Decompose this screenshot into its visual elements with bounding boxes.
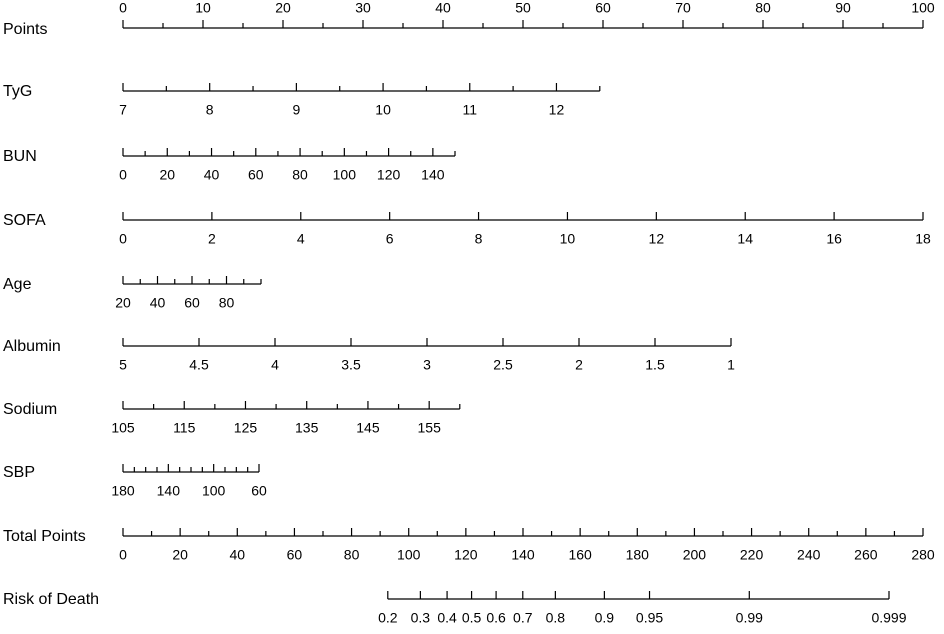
tick-label: 0.9 <box>595 610 615 626</box>
tick-label: 10 <box>375 102 391 118</box>
tick-label: 40 <box>204 167 220 183</box>
tick-label: 100 <box>397 547 421 563</box>
tick-label: 20 <box>275 0 291 16</box>
tick-label: 260 <box>854 547 878 563</box>
tick-label: 155 <box>418 420 442 436</box>
tick-label: 80 <box>219 295 235 311</box>
tick-label: 0.6 <box>486 610 506 626</box>
tick-label: 4 <box>271 357 279 373</box>
tick-label: 60 <box>287 547 303 563</box>
row-name: BUN <box>3 148 37 165</box>
tick-label: 2 <box>575 357 583 373</box>
tick-label: 60 <box>251 483 267 499</box>
tick-label: 60 <box>248 167 264 183</box>
tick-label: 135 <box>295 420 319 436</box>
tick-label: 100 <box>202 483 226 499</box>
tick-label: 80 <box>344 547 360 563</box>
tick-label: 3 <box>423 357 431 373</box>
tick-label: 2.5 <box>493 357 513 373</box>
tick-label: 90 <box>835 0 851 16</box>
tick-label: 0.7 <box>513 610 533 626</box>
tick-label: 0 <box>119 547 127 563</box>
tick-label: 180 <box>626 547 650 563</box>
tick-label: 0.2 <box>378 610 398 626</box>
tick-label: 0.3 <box>411 610 431 626</box>
tick-label: 0.5 <box>462 610 482 626</box>
tick-label: 16 <box>826 231 842 247</box>
tick-label: 20 <box>172 547 188 563</box>
tick-label: 10 <box>195 0 211 16</box>
tick-label: 10 <box>560 231 576 247</box>
tick-label: 60 <box>595 0 611 16</box>
tick-label: 40 <box>435 0 451 16</box>
tick-label: 0.99 <box>736 610 763 626</box>
tick-label: 0 <box>119 167 127 183</box>
tick-label: 0.8 <box>546 610 566 626</box>
tick-label: 0.4 <box>437 610 457 626</box>
tick-label: 20 <box>159 167 175 183</box>
tick-label: 18 <box>915 231 931 247</box>
tick-label: 240 <box>797 547 821 563</box>
tick-label: 0.95 <box>636 610 663 626</box>
tick-label: 5 <box>119 357 127 373</box>
row-name: Albumin <box>3 338 61 355</box>
tick-label: 30 <box>355 0 371 16</box>
row-name: Sodium <box>3 401 57 418</box>
tick-label: 0 <box>119 0 127 16</box>
tick-label: 4.5 <box>189 357 209 373</box>
tick-label: 140 <box>511 547 535 563</box>
tick-label: 80 <box>755 0 771 16</box>
tick-label: 20 <box>115 295 131 311</box>
tick-label: 120 <box>454 547 478 563</box>
tick-label: 14 <box>737 231 753 247</box>
row-name: Total Points <box>3 528 86 545</box>
tick-label: 100 <box>333 167 357 183</box>
tick-label: 200 <box>683 547 707 563</box>
tick-label: 60 <box>184 295 200 311</box>
tick-label: 180 <box>111 483 135 499</box>
row-name: SOFA <box>3 212 46 229</box>
tick-label: 8 <box>475 231 483 247</box>
tick-label: 2 <box>208 231 216 247</box>
tick-label: 100 <box>911 0 935 16</box>
row-name: Risk of Death <box>3 591 99 608</box>
tick-label: 40 <box>229 547 245 563</box>
tick-label: 9 <box>292 102 300 118</box>
row-name: Age <box>3 276 32 293</box>
tick-label: 105 <box>111 420 135 436</box>
tick-label: 125 <box>234 420 258 436</box>
tick-label: 280 <box>911 547 935 563</box>
tick-label: 7 <box>119 102 127 118</box>
tick-label: 0.999 <box>871 610 906 626</box>
tick-label: 1 <box>727 357 735 373</box>
tick-label: 3.5 <box>341 357 361 373</box>
tick-label: 145 <box>356 420 380 436</box>
tick-label: 8 <box>206 102 214 118</box>
tick-label: 6 <box>386 231 394 247</box>
tick-label: 0 <box>119 231 127 247</box>
tick-label: 50 <box>515 0 531 16</box>
tick-label: 140 <box>421 167 445 183</box>
row-name: Points <box>3 21 47 38</box>
tick-label: 1.5 <box>645 357 665 373</box>
tick-label: 160 <box>568 547 592 563</box>
tick-label: 40 <box>150 295 166 311</box>
tick-label: 140 <box>157 483 181 499</box>
tick-label: 80 <box>292 167 308 183</box>
row-name: SBP <box>3 464 35 481</box>
tick-label: 120 <box>377 167 401 183</box>
tick-label: 12 <box>549 102 565 118</box>
row-name: TyG <box>3 83 32 100</box>
tick-label: 11 <box>462 102 477 118</box>
tick-label: 115 <box>173 420 196 436</box>
tick-label: 70 <box>675 0 691 16</box>
tick-label: 220 <box>740 547 764 563</box>
tick-label: 12 <box>649 231 665 247</box>
tick-label: 4 <box>297 231 305 247</box>
